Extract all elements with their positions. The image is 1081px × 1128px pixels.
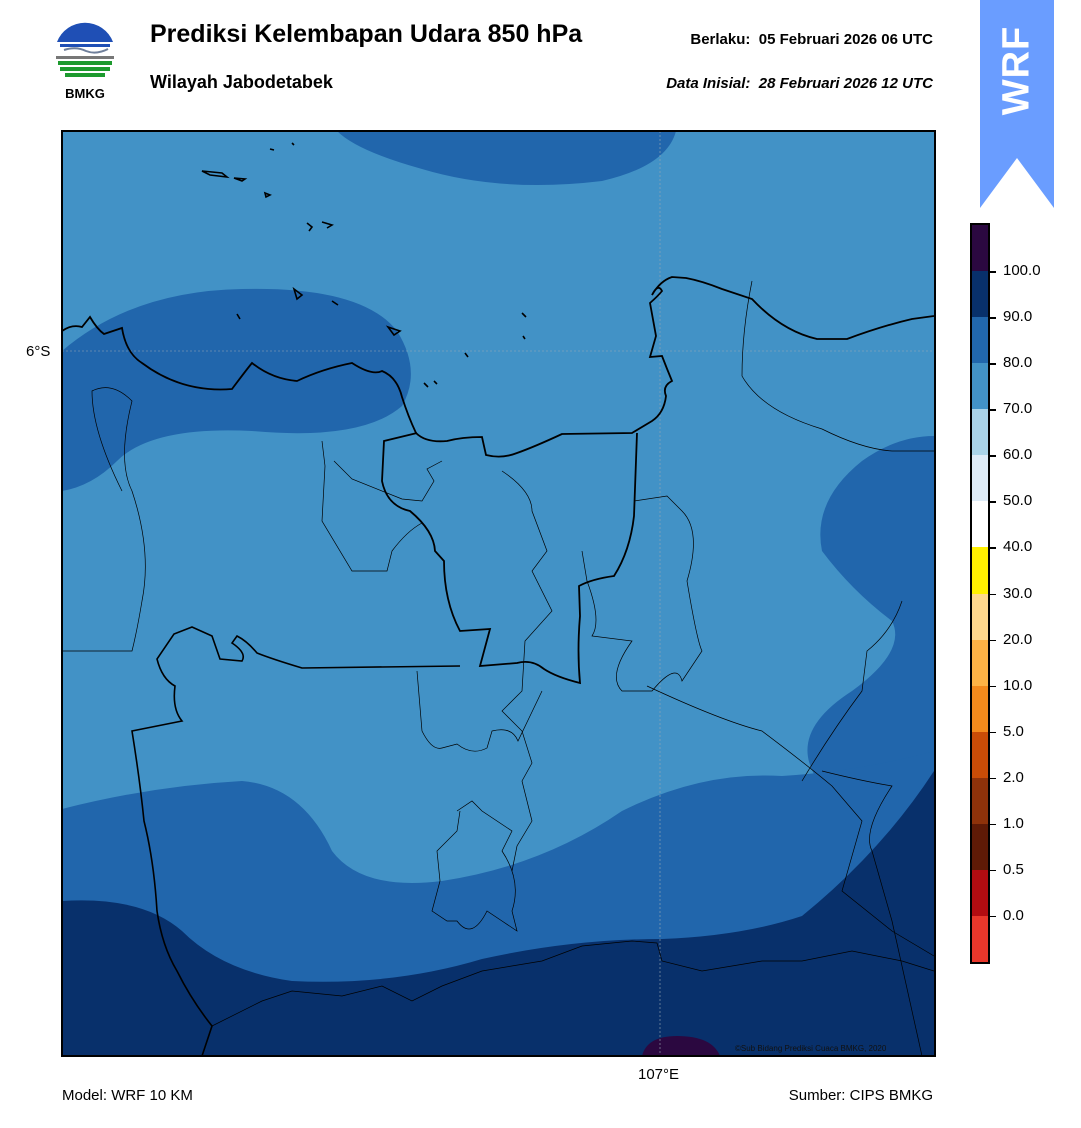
colorbar-band bbox=[972, 547, 988, 594]
wrf-badge-text: WRF bbox=[995, 25, 1038, 115]
coastline bbox=[62, 276, 934, 458]
valid-time-value: 05 Februari 2026 06 UTC bbox=[758, 31, 933, 48]
colorbar-band bbox=[972, 731, 988, 778]
colorbar-tick-label: 1.0 bbox=[1003, 814, 1024, 832]
bmkg-logo-icon bbox=[54, 22, 116, 84]
province-border bbox=[381, 432, 638, 685]
wrf-badge-icon bbox=[980, 0, 1054, 208]
map-title: Prediksi Kelembapan Udara 850 hPa bbox=[150, 20, 583, 48]
colorbar-tick bbox=[990, 823, 996, 826]
colorbar bbox=[970, 223, 990, 964]
colorbar-band bbox=[972, 639, 988, 686]
colorbar-tick bbox=[990, 593, 996, 595]
colorbar-band bbox=[972, 455, 988, 502]
valid-time: Berlaku: 05 Februari 2026 06 UTC bbox=[690, 31, 933, 48]
colorbar-tick-label: 30.0 bbox=[1003, 584, 1033, 602]
colorbar-tick bbox=[990, 363, 996, 365]
colorbar-band bbox=[972, 225, 988, 272]
source-info: Sumber: CIPS BMKG bbox=[788, 1087, 933, 1104]
colorbar-tick bbox=[990, 869, 996, 872]
colorbar-tick bbox=[990, 271, 996, 273]
init-time: Data Inisial: 28 Februari 2026 12 UTC bbox=[666, 75, 933, 92]
colorbar-tick bbox=[990, 777, 996, 780]
colorbar-band bbox=[972, 271, 988, 318]
province-border bbox=[131, 626, 461, 1056]
valid-label: Berlaku: bbox=[690, 31, 751, 48]
colorbar-tick bbox=[990, 639, 996, 642]
colorbar-tick-label: 40.0 bbox=[1003, 538, 1033, 556]
rh-zone-100 bbox=[642, 1036, 720, 1056]
colorbar-tick-label: 0.5 bbox=[1003, 860, 1024, 878]
colorbar-tick bbox=[990, 317, 996, 319]
longitude-label: 107°E bbox=[638, 1066, 680, 1083]
regency-border bbox=[62, 280, 934, 1056]
rh-zone-80-90-top bbox=[337, 131, 676, 185]
region-subtitle: Wilayah Jabodetabek bbox=[150, 72, 333, 92]
colorbar-tick-label: 100.0 bbox=[1003, 262, 1041, 280]
colorbar-tick-label: 5.0 bbox=[1003, 722, 1024, 740]
colorbar-tick bbox=[990, 501, 996, 503]
colorbar-band bbox=[972, 685, 988, 732]
colorbar-tick bbox=[990, 685, 996, 688]
colorbar-tick-label: 80.0 bbox=[1003, 354, 1033, 372]
init-time-value: 28 Februari 2026 12 UTC bbox=[758, 75, 933, 92]
colorbar-band bbox=[972, 823, 988, 870]
colorbar-tick-label: 0.0 bbox=[1003, 906, 1024, 924]
colorbar-tick bbox=[990, 731, 996, 734]
colorbar-tick bbox=[990, 409, 996, 411]
colorbar-tick bbox=[990, 915, 996, 918]
colorbar-tick bbox=[990, 547, 996, 549]
colorbar-band bbox=[972, 777, 988, 824]
copyright-text: ©Sub Bidang Prediksi Cuaca BMKG, 2020 bbox=[735, 1044, 887, 1053]
colorbar-tick-label: 2.0 bbox=[1003, 768, 1024, 786]
rh-zone-80-90-northwest bbox=[62, 288, 411, 491]
colorbar-band bbox=[972, 501, 988, 548]
colorbar-band bbox=[972, 363, 988, 410]
colorbar-tick-label: 10.0 bbox=[1003, 676, 1033, 694]
colorbar-band bbox=[972, 869, 988, 916]
model-info: Model: WRF 10 KM bbox=[62, 1087, 193, 1104]
colorbar-tick-label: 20.0 bbox=[1003, 630, 1033, 648]
colorbar-tick-label: 60.0 bbox=[1003, 446, 1033, 464]
colorbar-tick bbox=[990, 455, 996, 457]
colorbar-tick-label: 50.0 bbox=[1003, 492, 1033, 510]
colorbar-band bbox=[972, 317, 988, 364]
latitude-label: 6°S bbox=[26, 343, 51, 360]
colorbar-band bbox=[972, 593, 988, 640]
colorbar-band bbox=[972, 915, 988, 962]
colorbar-tick-label: 90.0 bbox=[1003, 308, 1033, 326]
humidity-map bbox=[62, 131, 934, 1056]
rh-zone-90-100 bbox=[62, 771, 934, 1056]
init-label: Data Inisial: bbox=[666, 75, 751, 92]
colorbar-tick-label: 70.0 bbox=[1003, 400, 1033, 418]
logo-text: BMKG bbox=[65, 86, 105, 101]
colorbar-band bbox=[972, 409, 988, 456]
rh-zone-80-90-east bbox=[807, 436, 934, 796]
